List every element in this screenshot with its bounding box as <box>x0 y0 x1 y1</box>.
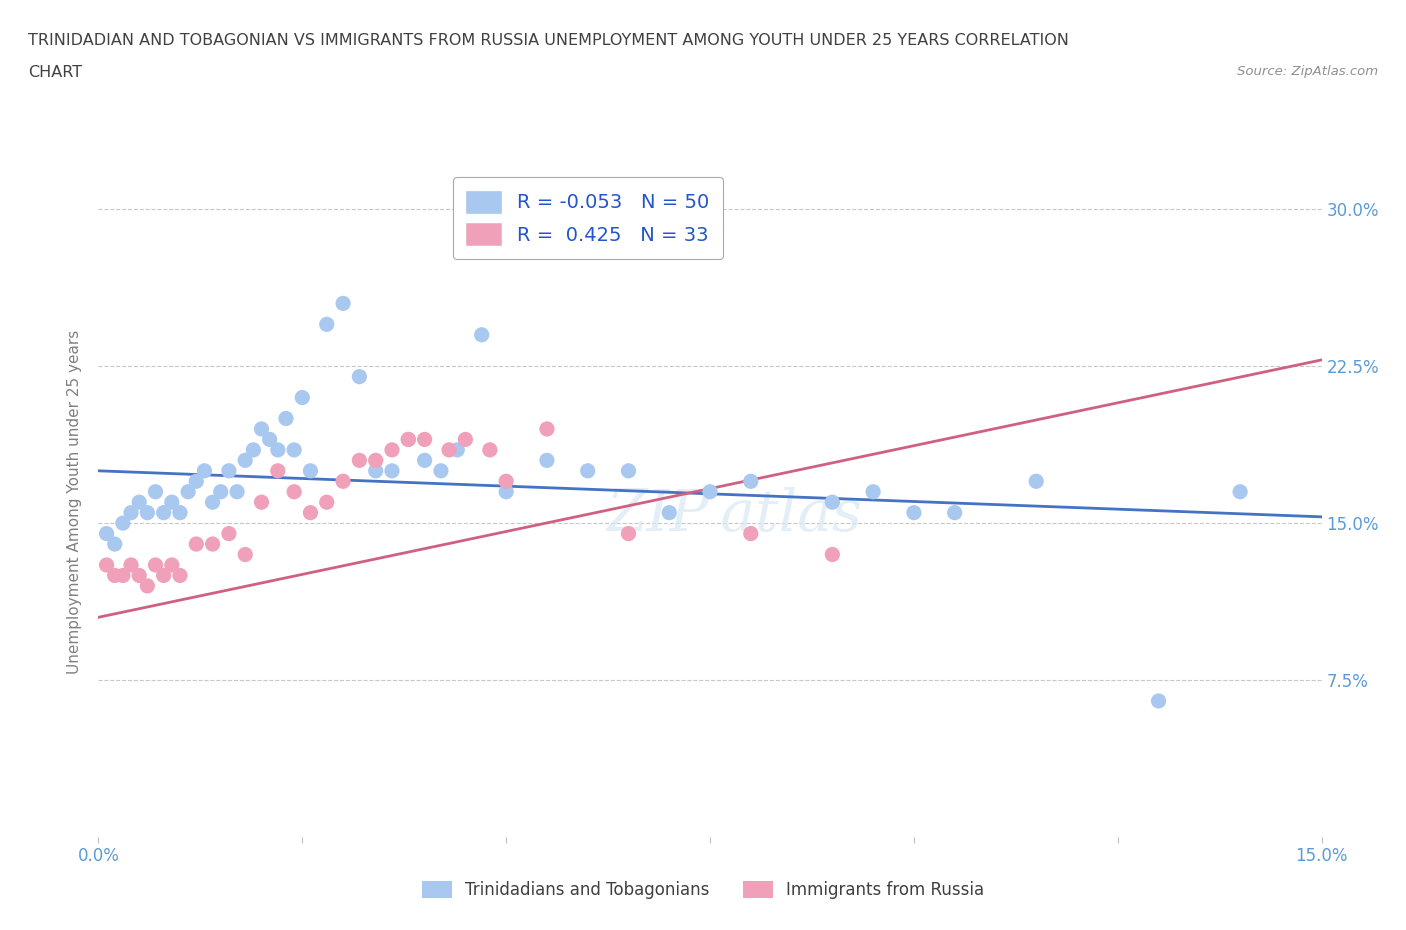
Point <box>111 516 134 531</box>
Point <box>903 505 925 520</box>
Point <box>169 568 191 583</box>
Point <box>250 421 273 436</box>
Point <box>283 443 305 458</box>
Point <box>201 537 224 551</box>
Point <box>617 526 640 541</box>
Point <box>349 453 371 468</box>
Point <box>413 453 436 468</box>
Point <box>193 463 215 478</box>
Point <box>152 505 174 520</box>
Point <box>617 463 640 478</box>
Point <box>862 485 884 499</box>
Point <box>218 463 240 478</box>
Y-axis label: Unemployment Among Youth under 25 years: Unemployment Among Youth under 25 years <box>67 330 83 674</box>
Point <box>201 495 224 510</box>
Point <box>821 495 844 510</box>
Point <box>446 443 468 458</box>
Point <box>111 568 134 583</box>
Point <box>169 505 191 520</box>
Text: ZIP atlas: ZIP atlas <box>606 487 862 544</box>
Point <box>120 558 142 573</box>
Text: TRINIDADIAN AND TOBAGONIAN VS IMMIGRANTS FROM RUSSIA UNEMPLOYMENT AMONG YOUTH UN: TRINIDADIAN AND TOBAGONIAN VS IMMIGRANTS… <box>28 33 1069 47</box>
Point <box>1147 694 1170 709</box>
Point <box>364 453 387 468</box>
Point <box>315 317 337 332</box>
Point <box>145 558 167 573</box>
Point <box>136 578 159 593</box>
Point <box>740 474 762 489</box>
Point <box>233 453 256 468</box>
Point <box>128 495 150 510</box>
Point <box>104 568 127 583</box>
Point <box>96 526 118 541</box>
Point <box>242 443 264 458</box>
Point <box>274 411 297 426</box>
Text: CHART: CHART <box>28 65 82 80</box>
Point <box>128 568 150 583</box>
Point <box>536 453 558 468</box>
Point <box>821 547 844 562</box>
Point <box>259 432 281 447</box>
Point <box>96 558 118 573</box>
Point <box>381 443 404 458</box>
Point <box>209 485 232 499</box>
Point <box>218 526 240 541</box>
Point <box>1229 485 1251 499</box>
Point <box>120 505 142 520</box>
Point <box>699 485 721 499</box>
Point <box>396 432 419 447</box>
Point <box>267 443 290 458</box>
Point <box>186 474 208 489</box>
Point <box>104 537 127 551</box>
Point <box>536 421 558 436</box>
Point <box>478 443 501 458</box>
Point <box>177 485 200 499</box>
Text: Source: ZipAtlas.com: Source: ZipAtlas.com <box>1237 65 1378 78</box>
Point <box>186 537 208 551</box>
Point <box>145 485 167 499</box>
Point <box>136 505 159 520</box>
Point <box>943 505 966 520</box>
Point <box>291 391 314 405</box>
Point <box>576 463 599 478</box>
Point <box>315 495 337 510</box>
Point <box>226 485 249 499</box>
Point <box>250 495 273 510</box>
Point <box>349 369 371 384</box>
Point <box>332 474 354 489</box>
Point <box>267 463 290 478</box>
Point <box>1025 474 1047 489</box>
Point <box>299 463 322 478</box>
Point <box>471 327 494 342</box>
Point <box>495 485 517 499</box>
Point <box>658 505 681 520</box>
Point <box>430 463 453 478</box>
Legend: Trinidadians and Tobagonians, Immigrants from Russia: Trinidadians and Tobagonians, Immigrants… <box>413 873 993 908</box>
Point <box>233 547 256 562</box>
Point <box>396 432 419 447</box>
Point <box>332 296 354 311</box>
Legend: R = -0.053   N = 50, R =  0.425   N = 33: R = -0.053 N = 50, R = 0.425 N = 33 <box>453 177 723 259</box>
Point <box>437 443 460 458</box>
Point <box>160 558 183 573</box>
Point <box>495 474 517 489</box>
Point <box>152 568 174 583</box>
Point <box>160 495 183 510</box>
Point <box>381 463 404 478</box>
Point <box>283 485 305 499</box>
Point <box>740 526 762 541</box>
Point <box>454 432 477 447</box>
Point <box>364 463 387 478</box>
Point <box>299 505 322 520</box>
Point <box>413 432 436 447</box>
